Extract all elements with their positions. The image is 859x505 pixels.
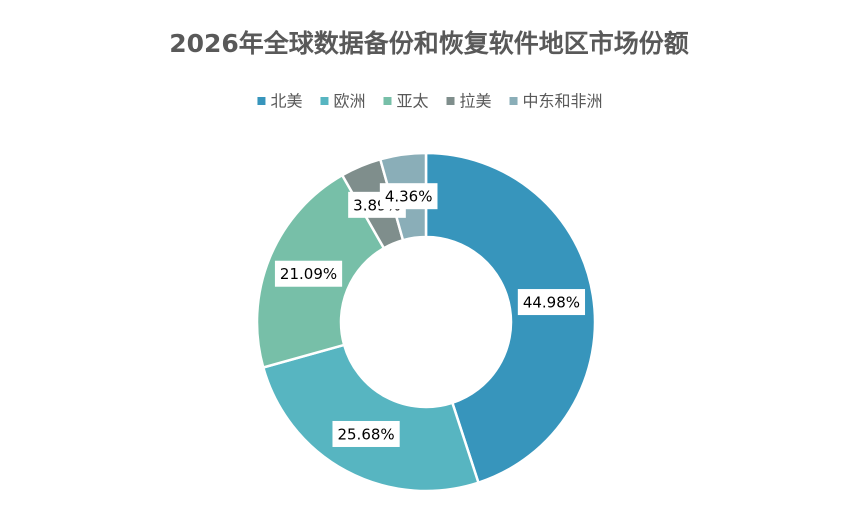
- legend: 北美 欧洲 亚太 拉美 中东和非洲: [257, 92, 603, 111]
- legend-label: 拉美: [460, 92, 492, 111]
- slice: [261, 343, 481, 493]
- data-label-box: [379, 183, 438, 210]
- legend-swatch: [446, 97, 455, 105]
- data-label-box: [517, 289, 586, 316]
- slice: [424, 151, 597, 485]
- data-label: 4.36%: [379, 183, 438, 210]
- data-label-box: [332, 420, 400, 447]
- data-label: 21.09%: [274, 260, 343, 287]
- data-label: 25.68%: [332, 420, 400, 447]
- legend-label: 中东和非洲: [523, 92, 603, 111]
- legend-label: 欧洲: [333, 92, 365, 111]
- data-label-text: 4.36%: [385, 188, 433, 206]
- data-label-text: 21.09%: [280, 265, 337, 283]
- legend-label: 北美: [270, 92, 302, 111]
- legend-label: 亚太: [396, 92, 428, 111]
- data-label-text: 44.98%: [523, 294, 580, 312]
- data-label: 44.98%: [517, 289, 586, 316]
- legend-swatch: [257, 97, 266, 105]
- data-label-box: [274, 260, 343, 287]
- legend-swatch: [320, 97, 329, 105]
- data-label-text: 25.68%: [337, 425, 394, 443]
- chart-title: 2026年全球数据备份和恢复软件地区市场份额: [169, 29, 689, 58]
- legend-swatch: [509, 97, 518, 105]
- legend-swatch: [383, 97, 392, 105]
